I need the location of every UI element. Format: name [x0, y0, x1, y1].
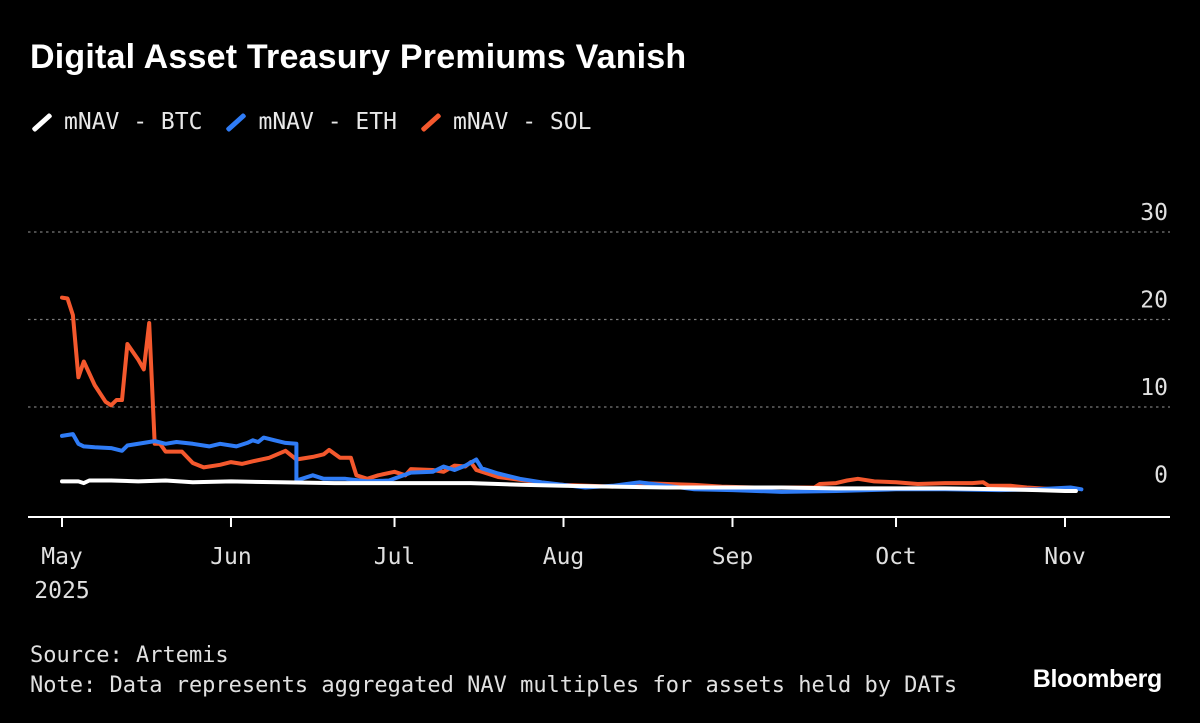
legend-item-eth: mNAV - ETH — [224, 109, 397, 135]
legend-swatch-eth — [225, 112, 248, 132]
y-tick-label-10: 10 — [1140, 375, 1168, 401]
chart-legend: mNAV - BTC mNAV - ETH mNAV - SOL — [30, 104, 613, 140]
x-tick-label-aug: Aug — [543, 544, 585, 570]
x-tick-label-oct: Oct — [875, 544, 917, 570]
y-tick-label-0: 0 — [1154, 463, 1168, 489]
x-tick-label-may: May — [41, 544, 83, 570]
source-note: Source: Artemis — [30, 643, 229, 668]
data-note: Note: Data represents aggregated NAV mul… — [30, 673, 958, 698]
y-tick-label-30: 30 — [1140, 200, 1168, 226]
legend-label-sol: mNAV - SOL — [452, 109, 592, 135]
series-line-sol — [60, 295, 1078, 493]
line-chart: 30 20 10 0 May 2025 Jun Jul Aug Sep Oct Nov — [28, 200, 1170, 604]
legend-label-btc: mNAV - BTC — [64, 109, 203, 135]
legend-swatch-btc — [31, 112, 53, 132]
x-tick-label-jul: Jul — [374, 544, 416, 570]
x-tick-label-nov: Nov — [1044, 544, 1086, 570]
x-tick-sublabel-may: 2025 — [34, 578, 89, 604]
series-line-btc — [60, 478, 1078, 493]
x-tick-label-sep: Sep — [712, 544, 754, 570]
chart-title: Digital Asset Treasury Premiums Vanish — [30, 38, 687, 76]
x-tick-label-jun: Jun — [210, 544, 252, 570]
legend-label-eth: mNAV - ETH — [258, 109, 397, 135]
bloomberg-logo: Bloomberg — [1032, 665, 1163, 693]
legend-item-btc: mNAV - BTC — [30, 109, 202, 135]
legend-item-sol: mNAV - SOL — [419, 109, 591, 135]
legend-swatch-sol — [420, 112, 442, 132]
y-tick-label-20: 20 — [1140, 288, 1168, 314]
